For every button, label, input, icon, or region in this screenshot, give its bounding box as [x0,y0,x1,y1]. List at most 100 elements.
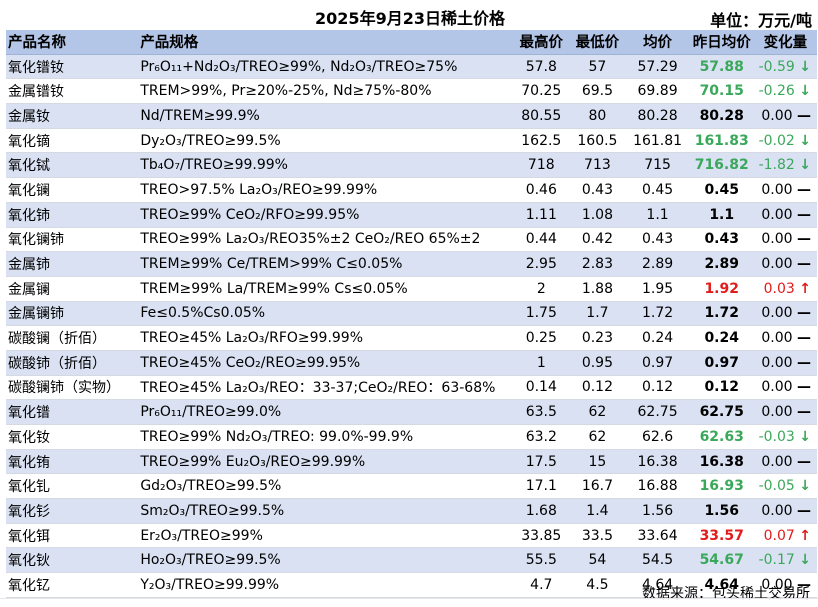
product-name-cell: 金属镧 [6,276,139,302]
table-row: 金属镧铈 Fe≤0.5%Cs0.05% 1.75 1.7 1.72 1.72 0.00 — [6,301,817,327]
change-value: -0.26 [758,83,795,100]
product-spec-cell: Nd/TREM≥99.9% [138,103,514,129]
prev-avg-cell: 62.63 [689,424,754,450]
high-price-cell: 63.2 [513,424,570,450]
high-price-cell: 0.14 [513,375,570,401]
change-value: -0.03 [758,428,795,445]
low-price-cell: 16.7 [569,473,626,500]
avg-price-cell: 0.97 [625,350,690,376]
dash-icon: — [797,107,811,124]
prev-avg-cell: 0.24 [689,325,754,351]
product-spec-cell: TREO≥45% CeO₂/REO≥99.95% [138,350,514,376]
high-price-cell: 718 [513,152,570,179]
change-cell: 0.00 — [753,103,817,129]
product-name-cell: 氧化钕 [6,424,139,450]
product-spec-cell: Ho₂O₃/TREO≥99.5% [138,547,514,574]
product-name-cell: 碳酸铈（折佰） [6,350,139,376]
table-row: 氧化钇 Y₂O₃/TREO≥99.99% 4.7 4.5 4.64 4.64 0.00 — [6,572,817,598]
dash-icon: — [797,181,811,198]
avg-price-cell: 161.81 [625,128,690,154]
low-price-cell: 62 [569,399,626,425]
avg-price-cell: 0.12 [625,375,690,401]
change-value: 0.00 [761,453,793,470]
change-cell: -0.17 ↓ [753,547,817,574]
table-row: 氧化钆 Gd₂O₃/TREO≥99.5% 17.1 16.7 16.88 16.93 -0.… [6,473,817,500]
avg-price-cell: 0.45 [625,177,690,203]
table-row: 氧化钕 TREO≥99% Nd₂O₃/TREO: 99.0%-99.9% 63.2 6… [6,424,817,450]
arrow-down-icon: ↓ [799,132,811,149]
high-price-cell: 70.25 [513,78,570,105]
low-price-cell: 62 [569,424,626,450]
table-row: 氧化镧铈 TREO≥99% La₂O₃/REO35%±2 CeO₂/REO 65%… [6,227,817,253]
prev-avg-cell: 16.38 [689,449,754,475]
dash-icon: — [797,231,811,248]
change-cell: 0.00 — [753,301,817,327]
change-cell: 0.00 — [753,227,817,253]
prev-avg-cell: 70.15 [689,78,754,105]
change-value: 0.00 [761,354,793,371]
change-value: 0.00 [761,330,793,347]
product-name-cell: 氧化镨 [6,399,139,425]
footer-divider [0,598,818,599]
product-spec-cell: TREO≥99% CeO₂/RFO≥99.95% [138,202,514,228]
high-price-cell: 1 [513,350,570,376]
table-row: 碳酸铈（折佰） TREO≥45% CeO₂/REO≥99.95% 1 0.95 0.97… [6,350,817,376]
low-price-cell: 713 [569,152,626,179]
table-row: 碳酸镧（折佰） TREO≥45% La₂O₃/RFO≥99.99% 0.25 0.23… [6,325,817,351]
product-name-cell: 金属铈 [6,251,139,277]
high-price-cell: 55.5 [513,547,570,574]
change-value: 0.00 [761,206,793,223]
prev-avg-cell: 161.83 [689,128,754,154]
prev-avg-cell: 54.67 [689,547,754,574]
avg-price-cell: 54.5 [625,547,690,574]
product-spec-cell: Gd₂O₃/TREO≥99.5% [138,473,514,500]
product-name-cell: 金属钕 [6,103,139,129]
low-price-cell: 0.12 [569,375,626,401]
high-price-cell: 2.95 [513,251,570,277]
table-row: 金属镨钕 TREM>99%, Pr≥20%-25%, Nd≥75%-80% 70.2… [6,78,817,105]
high-price-cell: 4.7 [513,572,570,598]
product-name-cell: 氧化铈 [6,202,139,228]
low-price-cell: 4.5 [569,572,626,598]
dash-icon: — [797,256,811,273]
avg-price-cell: 69.89 [625,78,690,105]
avg-price-cell: 2.89 [625,251,690,277]
product-name-cell: 氧化镧 [6,177,139,203]
product-spec-cell: TREO≥45% La₂O₃/RFO≥99.99% [138,325,514,351]
arrow-down-icon: ↓ [799,58,811,75]
low-price-cell: 1.4 [569,498,626,524]
product-spec-cell: Pr₆O₁₁+Nd₂O₃/TREO≥99%, Nd₂O₃/TREO≥75% [138,54,514,80]
prev-avg-cell: 33.57 [689,523,754,549]
prev-avg-cell: 16.93 [689,473,754,500]
product-name-cell: 金属镧铈 [6,301,139,327]
arrow-down-icon: ↓ [799,478,811,495]
col-header-name: 产品名称 [6,30,139,55]
low-price-cell: 0.43 [569,177,626,203]
table-row: 金属镧 TREM≥99% La/TREM≥99% Cs≤0.05% 2 1.88 1.9… [6,276,817,302]
avg-price-cell: 80.28 [625,103,690,129]
change-value: 0.03 [763,280,795,297]
avg-price-cell: 33.64 [625,523,690,549]
price-table: 产品名称 产品规格 最高价 最低价 均价 昨日均价 变化量 氧化镨钕 Pr₆O₁₁… [6,30,817,598]
prev-avg-cell: 62.75 [689,399,754,425]
change-value: 0.00 [761,576,793,593]
low-price-cell: 2.83 [569,251,626,277]
table-row: 金属铈 TREM≥99% Ce/TREM>99% C≤0.05% 2.95 2.83 2… [6,251,817,277]
arrow-down-icon: ↓ [799,552,811,569]
product-name-cell: 氧化铒 [6,523,139,549]
table-row: 氧化镨钕 Pr₆O₁₁+Nd₂O₃/TREO≥99%, Nd₂O₃/TREO≥75… [6,54,817,80]
prev-avg-cell: 716.82 [689,152,754,179]
change-value: -1.82 [758,157,795,174]
avg-price-cell: 62.6 [625,424,690,450]
prev-avg-cell: 0.45 [689,177,754,203]
low-price-cell: 160.5 [569,128,626,154]
product-spec-cell: TREO≥45% La₂O₃/REO：33-37;CeO₂/REO：63-68% [138,375,514,401]
prev-avg-cell: 0.43 [689,227,754,253]
product-name-cell: 氧化钐 [6,498,139,524]
table-body: 氧化镨钕 Pr₆O₁₁+Nd₂O₃/TREO≥99%, Nd₂O₃/TREO≥75… [6,54,817,598]
product-spec-cell: TREO≥99% La₂O₃/REO35%±2 CeO₂/REO 65%±2 [138,227,514,253]
avg-price-cell: 4.64 [625,572,690,598]
avg-price-cell: 715 [625,152,690,179]
table-header: 产品名称 产品规格 最高价 最低价 均价 昨日均价 变化量 [6,30,817,55]
product-name-cell: 氧化镨钕 [6,54,139,80]
